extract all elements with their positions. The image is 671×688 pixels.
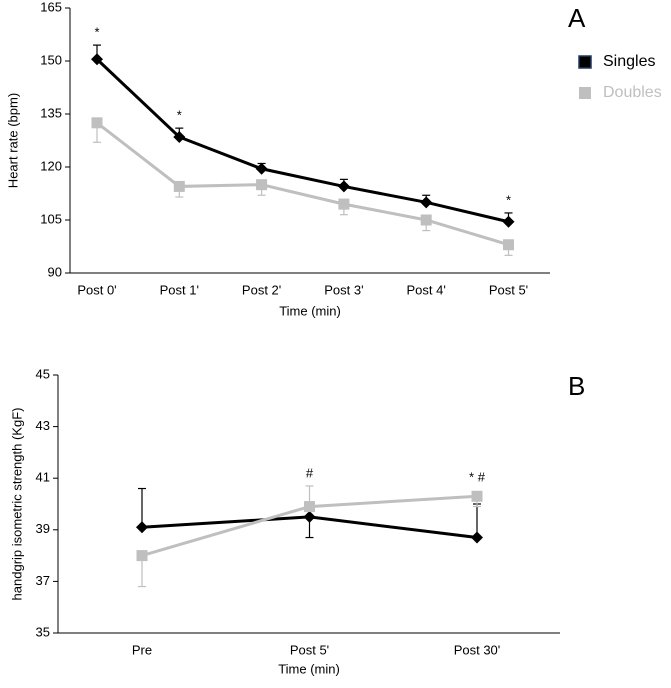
annotation: *: [94, 25, 99, 40]
annotation: * #: [469, 470, 486, 485]
legend-label: Singles: [603, 53, 655, 70]
annotation: *: [177, 108, 182, 123]
marker: [304, 501, 315, 513]
y-tick-label: 39: [36, 521, 50, 536]
y-tick-label: 165: [40, 0, 62, 14]
y-tick-label: 150: [40, 52, 62, 67]
y-tick-label: 135: [40, 105, 62, 120]
y-tick-label: 41: [36, 470, 50, 485]
series-line: [95, 58, 509, 224]
x-axis-label: Time (min): [279, 303, 341, 318]
annotation: *: [506, 192, 511, 207]
y-tick-label: 45: [36, 366, 50, 381]
marker: [91, 117, 103, 129]
y-tick-label: 90: [48, 264, 62, 279]
marker: [338, 198, 350, 210]
marker: [91, 53, 103, 66]
marker: [503, 239, 514, 251]
marker: [136, 550, 148, 562]
y-axis-label: handgrip isometric strength (KgF): [9, 408, 24, 601]
x-tick-label: Post 3': [324, 282, 363, 297]
x-tick-label: Post 4': [407, 282, 446, 297]
marker: [255, 162, 268, 175]
x-tick-label: Post 30': [454, 642, 501, 657]
marker: [420, 214, 432, 226]
marker: [337, 180, 350, 193]
panel-label: B: [568, 371, 585, 401]
legend-label: Doubles: [603, 84, 662, 101]
y-tick-label: 120: [40, 158, 62, 173]
marker: [420, 196, 433, 209]
x-axis-label: Time (min): [278, 661, 340, 676]
marker: [471, 490, 483, 502]
marker: [256, 179, 268, 191]
y-tick-label: 37: [36, 573, 50, 588]
y-tick-label: 105: [40, 211, 62, 226]
series-line: [96, 121, 509, 247]
x-tick-label: Post 5': [290, 642, 329, 657]
legend-swatch: [579, 87, 591, 99]
marker: [471, 531, 483, 544]
x-tick-label: Post 2': [242, 282, 281, 297]
marker: [173, 130, 186, 143]
marker: [173, 180, 185, 192]
y-axis-label: Heart rate (bpm): [5, 93, 20, 188]
x-tick-label: Post 0': [77, 282, 116, 297]
marker: [303, 510, 316, 523]
marker: [136, 521, 148, 534]
y-tick-label: 43: [36, 418, 50, 433]
x-tick-label: Pre: [132, 642, 152, 657]
panel-label: A: [568, 3, 586, 33]
y-tick-label: 35: [36, 624, 50, 639]
annotation: #: [306, 465, 314, 480]
marker: [502, 215, 515, 228]
x-tick-label: Post 5': [489, 282, 528, 297]
legend-swatch: [578, 55, 592, 69]
x-tick-label: Post 1': [160, 282, 199, 297]
